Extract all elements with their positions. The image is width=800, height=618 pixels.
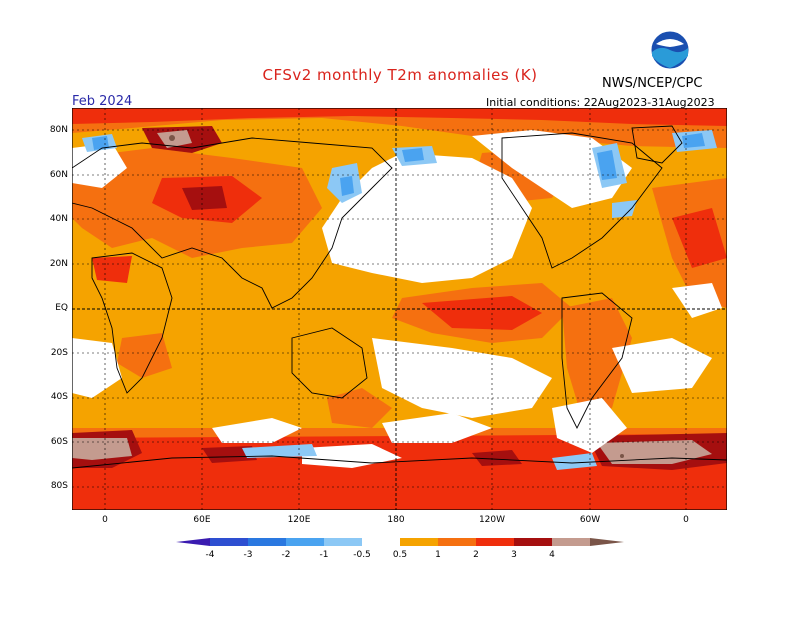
legend-swatch-7 bbox=[438, 538, 476, 546]
color-legend: -4 -3 -2 -1 -0.5 0.5 1 2 3 4 bbox=[176, 538, 624, 560]
noaa-logo bbox=[650, 30, 690, 70]
legend-swatch-3 bbox=[286, 538, 324, 546]
lon-label-120w: 120W bbox=[478, 515, 506, 525]
legend-tick-label: 0.5 bbox=[393, 550, 407, 560]
lat-label-40s: 40S bbox=[50, 392, 68, 402]
legend-tick-label: -3 bbox=[244, 550, 253, 560]
chart-title: CFSv2 monthly T2m anomalies (K) bbox=[262, 66, 538, 84]
legend-tick-label: 2 bbox=[473, 550, 479, 560]
legend-swatch-5 bbox=[362, 538, 400, 546]
anomaly-near-zero bbox=[72, 130, 722, 468]
legend-swatch-4 bbox=[324, 538, 362, 546]
lat-label-80n: 80N bbox=[49, 125, 68, 135]
legend-tick-label: 3 bbox=[511, 550, 517, 560]
equator-dateline bbox=[72, 108, 727, 510]
lon-label-60e: 60E bbox=[193, 515, 211, 525]
legend-swatch-10 bbox=[552, 538, 590, 546]
lat-label-60n: 60N bbox=[49, 170, 68, 180]
legend-tick-label: -0.5 bbox=[353, 550, 371, 560]
legend-swatch-9 bbox=[514, 538, 552, 546]
initial-conditions: Initial conditions: 22Aug2023-31Aug2023 bbox=[486, 96, 715, 109]
lat-label-eq: EQ bbox=[55, 303, 68, 313]
lat-label-20s: 20S bbox=[50, 348, 68, 358]
anomaly-extreme bbox=[169, 135, 624, 458]
agency-label: NWS/NCEP/CPC bbox=[602, 76, 703, 91]
lon-label-180: 180 bbox=[387, 515, 405, 525]
legend-tick-label: -2 bbox=[282, 550, 291, 560]
lat-label-20n: 20N bbox=[49, 259, 68, 269]
legend-swatch-arrow-low bbox=[176, 538, 210, 546]
lat-label-40n: 40N bbox=[49, 214, 68, 224]
legend-swatch-6 bbox=[400, 538, 438, 546]
lon-label-0-east: 0 bbox=[683, 515, 689, 525]
forecast-month: Feb 2024 bbox=[72, 94, 133, 109]
legend-tick-label: 4 bbox=[549, 550, 555, 560]
legend-swatch-1 bbox=[210, 538, 248, 546]
legend-tick-label: -4 bbox=[206, 550, 215, 560]
legend-swatch-2 bbox=[248, 538, 286, 546]
lat-label-80s: 80S bbox=[50, 481, 68, 491]
lon-label-60w: 60W bbox=[579, 515, 601, 525]
legend-swatch-arrow-high bbox=[590, 538, 624, 546]
lon-label-120e: 120E bbox=[287, 515, 311, 525]
legend-tick-label: 1 bbox=[435, 550, 441, 560]
lon-label-0-west: 0 bbox=[102, 515, 108, 525]
anomaly-map bbox=[72, 108, 727, 510]
lat-label-60s: 60S bbox=[50, 437, 68, 447]
anomaly-neg-1-2 bbox=[92, 133, 705, 196]
coastlines bbox=[72, 125, 727, 469]
legend-tick-label: -1 bbox=[320, 550, 329, 560]
legend-swatch-8 bbox=[476, 538, 514, 546]
